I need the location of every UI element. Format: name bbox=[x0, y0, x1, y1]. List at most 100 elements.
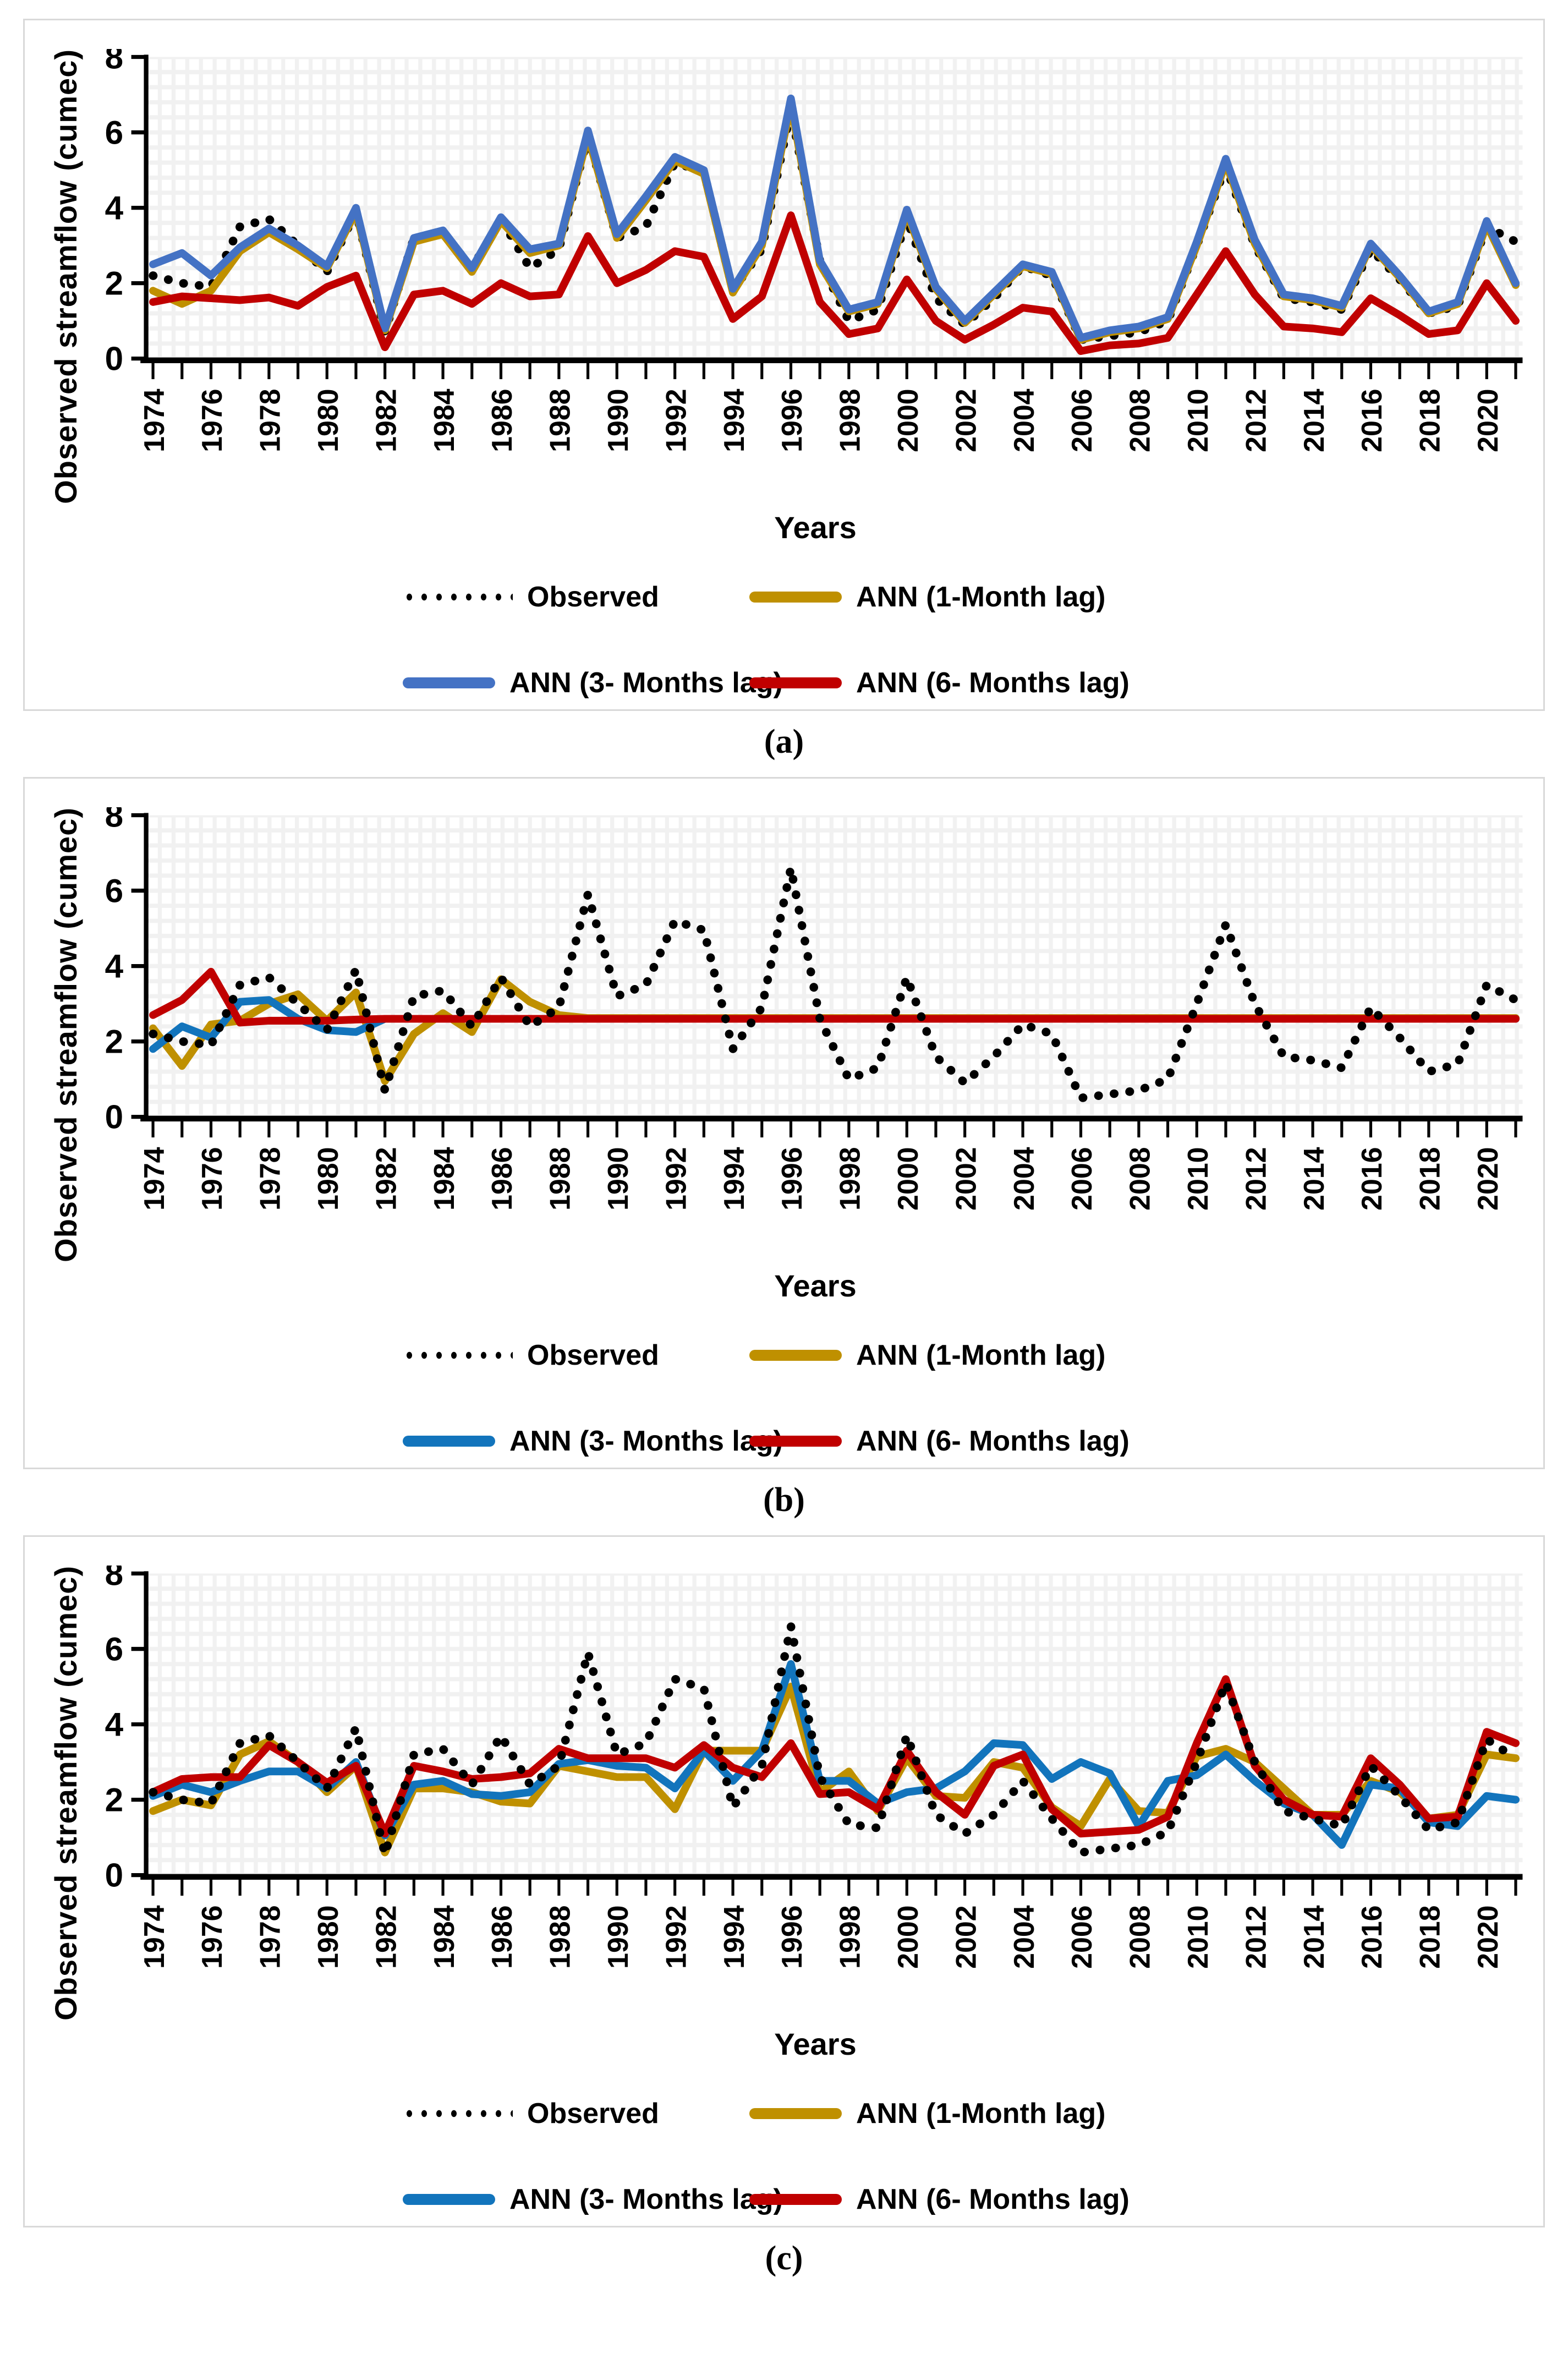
svg-text:0: 0 bbox=[105, 1098, 123, 1135]
chart-panel-b: Observed streamflow (cumec) 0 2 4 6 8 1974 197… bbox=[23, 777, 1545, 1469]
svg-text:1994: 1994 bbox=[718, 1905, 750, 1969]
svg-text:2008: 2008 bbox=[1124, 1147, 1156, 1210]
svg-text:2020: 2020 bbox=[1472, 388, 1504, 452]
svg-text:4: 4 bbox=[105, 1706, 124, 1743]
ann6-line-swatch bbox=[749, 677, 842, 688]
ann6-line-swatch bbox=[749, 1435, 842, 1447]
legend-b: Observed ANN (1-Month lag) ANN (3- Month… bbox=[403, 1339, 1167, 1458]
svg-text:1998: 1998 bbox=[834, 388, 866, 452]
svg-text:1980: 1980 bbox=[312, 1905, 344, 1968]
svg-text:1988: 1988 bbox=[544, 1147, 576, 1210]
svg-text:0: 0 bbox=[105, 1857, 123, 1893]
y-axis-title-text-a: Observed streamflow (cumec) bbox=[48, 49, 83, 504]
svg-text:1992: 1992 bbox=[660, 388, 692, 452]
legend-label-ann1: ANN (1-Month lag) bbox=[856, 581, 1106, 613]
caption-b: (b) bbox=[763, 1481, 805, 1519]
svg-text:2008: 2008 bbox=[1124, 388, 1156, 452]
svg-text:1996: 1996 bbox=[776, 1147, 808, 1210]
svg-text:2014: 2014 bbox=[1298, 1905, 1330, 1969]
svg-text:2014: 2014 bbox=[1298, 388, 1330, 452]
svg-text:2016: 2016 bbox=[1356, 1905, 1388, 1968]
svg-text:1980: 1980 bbox=[312, 388, 344, 452]
ann1-line-swatch bbox=[749, 1349, 842, 1361]
svg-text:2002: 2002 bbox=[950, 1905, 982, 1968]
svg-text:4: 4 bbox=[105, 189, 124, 226]
chart-row-c: Observed streamflow (cumec) 0 2 4 6 8 1974 197… bbox=[39, 1566, 1531, 2021]
panel-block-c: Observed streamflow (cumec) 0 2 4 6 8 1974 197… bbox=[23, 1535, 1545, 2289]
svg-text:2004: 2004 bbox=[1008, 388, 1040, 452]
svg-text:2006: 2006 bbox=[1066, 1147, 1098, 1210]
legend-item-ann6-b: ANN (6- Months lag) bbox=[749, 1425, 1167, 1458]
plot-area-b: 0 2 4 6 8 1974 1976 1978 1980 1982 1984 1986 1988 199… bbox=[92, 807, 1531, 1262]
svg-text:4: 4 bbox=[105, 948, 124, 984]
plot-area-c: 0 2 4 6 8 1974 1976 1978 1980 1982 1984 1986 1988 199… bbox=[92, 1566, 1531, 2021]
svg-text:8: 8 bbox=[105, 807, 123, 834]
panel-block-a: Observed streamflow (cumec) 0 2 4 6 8 1974 197… bbox=[23, 19, 1545, 773]
caption-c: (c) bbox=[765, 2239, 803, 2277]
legend-label-ann6: ANN (6- Months lag) bbox=[856, 1425, 1130, 1457]
x-axis-title-a: Years bbox=[774, 510, 857, 545]
svg-text:1992: 1992 bbox=[660, 1147, 692, 1210]
figure-page: Observed streamflow (cumec) 0 2 4 6 8 1974 197… bbox=[23, 19, 1545, 2289]
y-axis-title-b: Observed streamflow (cumec) bbox=[39, 807, 92, 1262]
svg-text:1976: 1976 bbox=[196, 1147, 228, 1210]
svg-text:1986: 1986 bbox=[486, 1905, 518, 1968]
legend-item-ann6-a: ANN (6- Months lag) bbox=[749, 666, 1167, 699]
caption-a: (a) bbox=[764, 723, 804, 760]
svg-text:1990: 1990 bbox=[602, 1905, 634, 1968]
svg-text:2016: 2016 bbox=[1356, 1147, 1388, 1210]
svg-text:2012: 2012 bbox=[1240, 388, 1271, 452]
svg-text:2: 2 bbox=[105, 265, 123, 302]
svg-text:2020: 2020 bbox=[1472, 1905, 1504, 1968]
legend-item-ann1-a: ANN (1-Month lag) bbox=[749, 581, 1167, 614]
svg-text:2018: 2018 bbox=[1414, 1905, 1446, 1968]
svg-text:1992: 1992 bbox=[660, 1905, 692, 1968]
x-axis-title-c: Years bbox=[774, 2026, 857, 2061]
svg-text:2002: 2002 bbox=[950, 388, 982, 452]
svg-text:1990: 1990 bbox=[602, 1147, 634, 1210]
legend-item-ann3-c: ANN (3- Months lag) bbox=[403, 2183, 783, 2216]
legend-item-ann1-b: ANN (1-Month lag) bbox=[749, 1339, 1167, 1372]
y-axis-title-text-c: Observed streamflow (cumec) bbox=[48, 1566, 83, 2021]
plot-area-a: 0 2 4 6 8 1974 1976 1978 1980 1982 1984 1986 1988 199… bbox=[92, 49, 1531, 504]
y-axis-title-c: Observed streamflow (cumec) bbox=[39, 1566, 92, 2021]
chart-panel-a: Observed streamflow (cumec) 0 2 4 6 8 1974 197… bbox=[23, 19, 1545, 711]
svg-text:1988: 1988 bbox=[544, 1905, 576, 1968]
chart-panel-c: Observed streamflow (cumec) 0 2 4 6 8 1974 197… bbox=[23, 1535, 1545, 2227]
svg-text:1978: 1978 bbox=[254, 1905, 286, 1968]
observed-dotted-line-swatch bbox=[403, 591, 513, 603]
ann3-line-swatch bbox=[403, 1435, 495, 1447]
legend-item-ann6-c: ANN (6- Months lag) bbox=[749, 2183, 1167, 2216]
legend-label-observed: Observed bbox=[527, 2097, 659, 2130]
y-axis-title-text-b: Observed streamflow (cumec) bbox=[48, 807, 83, 1262]
svg-text:2000: 2000 bbox=[892, 1905, 924, 1968]
svg-text:1976: 1976 bbox=[196, 1905, 228, 1968]
ann3-line-swatch bbox=[403, 2193, 495, 2205]
x-axis-title-b: Years bbox=[774, 1268, 857, 1303]
legend-label-ann3: ANN (3- Months lag) bbox=[509, 2183, 783, 2215]
observed-dotted-line-swatch bbox=[403, 2108, 513, 2119]
svg-text:2010: 2010 bbox=[1182, 1147, 1214, 1210]
svg-text:1982: 1982 bbox=[370, 1905, 402, 1968]
legend-item-ann3-b: ANN (3- Months lag) bbox=[403, 1425, 783, 1458]
svg-text:2020: 2020 bbox=[1472, 1147, 1504, 1210]
svg-text:1998: 1998 bbox=[834, 1147, 866, 1210]
panel-block-b: Observed streamflow (cumec) 0 2 4 6 8 1974 197… bbox=[23, 777, 1545, 1531]
svg-text:2010: 2010 bbox=[1182, 1905, 1214, 1968]
svg-text:2018: 2018 bbox=[1414, 388, 1446, 452]
svg-text:1998: 1998 bbox=[834, 1905, 866, 1968]
svg-text:2010: 2010 bbox=[1182, 388, 1214, 452]
svg-text:2008: 2008 bbox=[1124, 1905, 1156, 1968]
svg-text:2012: 2012 bbox=[1240, 1147, 1271, 1210]
svg-text:2004: 2004 bbox=[1008, 1147, 1040, 1211]
svg-text:1996: 1996 bbox=[776, 388, 808, 452]
svg-text:2: 2 bbox=[105, 1023, 123, 1060]
svg-text:2018: 2018 bbox=[1414, 1147, 1446, 1210]
svg-text:0: 0 bbox=[105, 340, 123, 377]
chart-svg-c: 0 2 4 6 8 1974 1976 1978 1980 1982 1984 1986 1988 199… bbox=[105, 1566, 1523, 1969]
svg-text:2: 2 bbox=[105, 1781, 123, 1818]
ann1-line-swatch bbox=[749, 2108, 842, 2119]
ann3-line-swatch bbox=[403, 677, 495, 688]
svg-text:8: 8 bbox=[105, 49, 123, 75]
svg-text:6: 6 bbox=[105, 872, 123, 909]
